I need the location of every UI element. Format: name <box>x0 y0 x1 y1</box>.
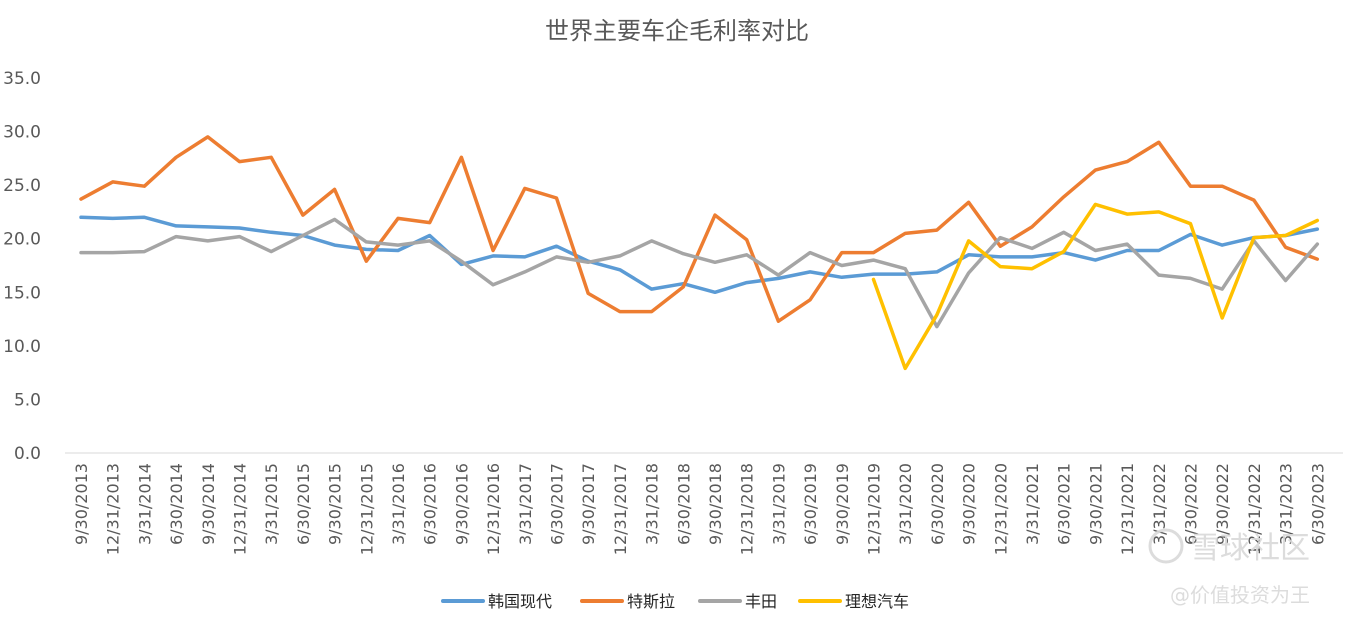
x-tick-label: 3/31/2015 <box>262 463 281 545</box>
legend-label: 理想汽车 <box>845 592 909 611</box>
x-tick-label: 12/31/2016 <box>484 463 503 555</box>
x-tick-label: 9/30/2017 <box>579 463 598 545</box>
series-line <box>79 135 1320 323</box>
x-tick-label: 9/30/2013 <box>72 463 91 545</box>
watermark-logo-icon <box>1148 528 1184 564</box>
legend-label: 特斯拉 <box>627 592 675 611</box>
x-tick-label: 6/30/2015 <box>294 463 313 545</box>
x-tick-label: 3/31/2018 <box>643 463 662 545</box>
x-tick-label: 3/31/2023 <box>1277 463 1296 545</box>
series-line <box>79 215 1320 295</box>
x-tick-label: 6/30/2023 <box>1308 463 1327 545</box>
series-line <box>79 217 1320 329</box>
watermark-logo-text: 雪球社区 <box>1190 531 1310 566</box>
x-tick-label: 12/31/2022 <box>1245 463 1264 555</box>
x-tick-label: 6/30/2016 <box>421 463 440 545</box>
x-tick-label: 9/30/2014 <box>199 463 218 545</box>
x-tick-label: 12/31/2014 <box>231 463 250 555</box>
y-tick-label: 5.0 <box>14 390 41 410</box>
y-tick-label: 25.0 <box>3 176 41 196</box>
y-tick-label: 15.0 <box>3 283 41 303</box>
x-tick-label: 12/31/2015 <box>357 463 376 555</box>
legend-label: 韩国现代 <box>488 592 552 611</box>
x-tick-label: 3/31/2021 <box>1023 463 1042 545</box>
y-tick-label: 35.0 <box>3 69 41 89</box>
x-tick-label: 6/30/2014 <box>167 463 186 545</box>
y-tick-label: 30.0 <box>3 123 41 143</box>
x-tick-label: 9/30/2015 <box>326 463 345 545</box>
x-tick-label: 6/30/2022 <box>1182 463 1201 545</box>
x-tick-label: 9/30/2021 <box>1086 463 1105 545</box>
x-tick-label: 12/31/2017 <box>611 463 630 555</box>
x-tick-label: 6/30/2019 <box>801 463 820 545</box>
x-tick-label: 6/30/2017 <box>548 463 567 545</box>
x-tick-label: 6/30/2021 <box>1055 463 1074 545</box>
x-tick-label: 9/30/2022 <box>1213 463 1232 545</box>
x-tick-label: 12/31/2019 <box>865 463 884 555</box>
x-tick-label: 6/30/2020 <box>928 463 947 545</box>
y-tick-label: 10.0 <box>3 337 41 357</box>
x-tick-label: 3/31/2020 <box>896 463 915 545</box>
x-axis-ticks: 9/30/2013 12/31/2013 3/31/2014 6/30/2014 9/3… <box>72 463 1327 555</box>
chart-title: 世界主要车企毛利率对比 <box>545 17 809 45</box>
x-tick-label: 3/31/2022 <box>1150 463 1169 545</box>
series-line <box>871 202 1320 371</box>
legend: 韩国现代 特斯拉 丰田 理想汽车 <box>441 592 909 611</box>
x-tick-label: 9/30/2020 <box>960 463 979 545</box>
x-tick-label: 9/30/2019 <box>833 463 852 545</box>
series-lines <box>79 135 1320 371</box>
x-tick-label: 9/30/2018 <box>706 463 725 545</box>
x-tick-label: 3/31/2019 <box>769 463 788 545</box>
x-tick-label: 12/31/2018 <box>738 463 757 555</box>
x-tick-label: 12/31/2013 <box>104 463 123 555</box>
y-tick-label: 20.0 <box>3 230 41 250</box>
y-tick-label: 0.0 <box>14 444 41 464</box>
x-tick-label: 3/31/2017 <box>516 463 535 545</box>
x-tick-label: 12/31/2021 <box>1118 463 1137 555</box>
x-tick-label: 3/31/2016 <box>389 463 408 545</box>
watermark-handle: @价值投资为王 <box>1170 583 1310 607</box>
watermark: 雪球社区 @价值投资为王 <box>1148 528 1310 607</box>
x-tick-label: 12/31/2020 <box>991 463 1010 555</box>
y-axis-ticks: 0.0 5.0 10.0 15.0 20.0 25.0 30.0 35.0 <box>3 69 41 464</box>
x-tick-label: 9/30/2016 <box>452 463 471 545</box>
x-tick-label: 6/30/2018 <box>674 463 693 545</box>
x-tick-label: 3/31/2014 <box>135 463 154 545</box>
legend-label: 丰田 <box>745 592 777 611</box>
